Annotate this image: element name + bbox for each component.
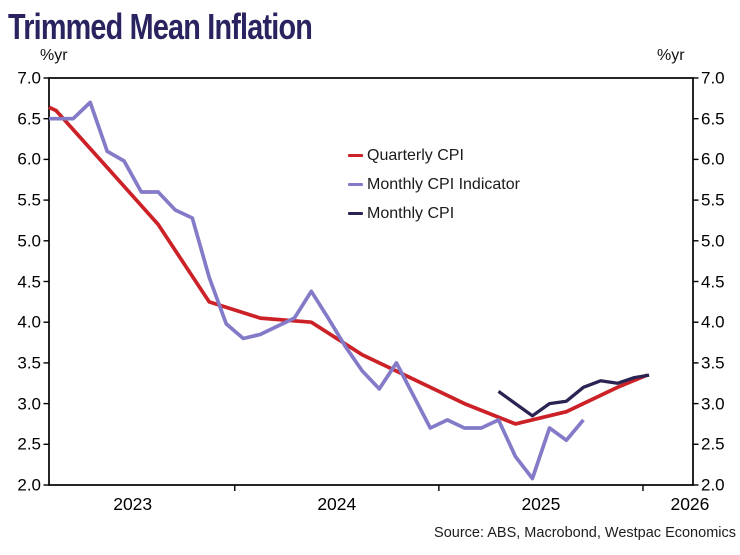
y-tick-label-left: 2.0: [17, 475, 41, 495]
legend-line-marker: [348, 211, 363, 216]
series-line-quarterly-cpi: [48, 105, 648, 426]
x-axis-label-2025: 2025: [521, 494, 561, 514]
y-tick-label-left: 2.5: [17, 434, 41, 454]
y-tick-label-left: 5.0: [17, 231, 41, 251]
y-tick-label-left: 4.5: [17, 272, 41, 291]
legend-line-marker: [348, 182, 363, 187]
chart-legend: Quarterly CPI Monthly CPI Indicator Monthl…: [348, 141, 520, 228]
y-tick-label-right: 3.5: [701, 353, 725, 373]
y-tick-label-left: 6.5: [17, 109, 41, 129]
legend-label: Quarterly CPI: [367, 146, 464, 164]
y-tick-label-left: 3.5: [17, 353, 41, 373]
legend-line-marker: [348, 153, 363, 158]
legend-label: Monthly CPI Indicator: [367, 175, 520, 193]
y-tick-label-left: 3.0: [17, 394, 41, 414]
y-tick-label-left: 6.0: [17, 149, 41, 169]
legend-item: Quarterly CPI: [348, 141, 520, 170]
plot-frame: [48, 77, 694, 486]
y-axis-unit-left: %yr: [40, 47, 68, 64]
legend-item: Monthly CPI Indicator: [348, 170, 520, 199]
y-tick-label-right: 5.5: [701, 190, 725, 210]
y-tick-label-right: 4.0: [701, 312, 725, 332]
x-axis-label-2023: 2023: [113, 494, 153, 514]
x-axis-label-2026: 2026: [670, 494, 710, 514]
y-axis-unit-right: %yr: [657, 47, 685, 64]
y-tick-label-right: 6.5: [701, 109, 725, 129]
y-tick-label-right: 2.5: [701, 434, 725, 454]
y-tick-label-right: 5.0: [701, 231, 725, 251]
legend-item: Monthly CPI: [348, 199, 520, 228]
series-line-monthly-cpi-indicator: [49, 100, 585, 481]
x-axis-label-2024: 2024: [317, 494, 357, 514]
chart-title: Trimmed Mean Inflation: [8, 6, 313, 47]
source-note: Source: ABS, Macrobond, Westpac Economic…: [434, 525, 736, 541]
y-tick-label-left: 5.5: [17, 190, 41, 210]
y-tick-label-left: 4.0: [17, 312, 41, 332]
legend-label: Monthly CPI: [367, 204, 455, 222]
y-tick-label-right: 2.0: [701, 475, 725, 495]
series-line-monthly-cpi: [497, 373, 650, 418]
y-tick-label-right: 6.0: [701, 149, 725, 169]
y-tick-label-right: 3.0: [701, 394, 725, 414]
y-tick-label-right: 4.5: [701, 272, 725, 291]
y-tick-label-right: 7.0: [701, 68, 725, 88]
y-tick-label-left: 7.0: [17, 68, 41, 88]
